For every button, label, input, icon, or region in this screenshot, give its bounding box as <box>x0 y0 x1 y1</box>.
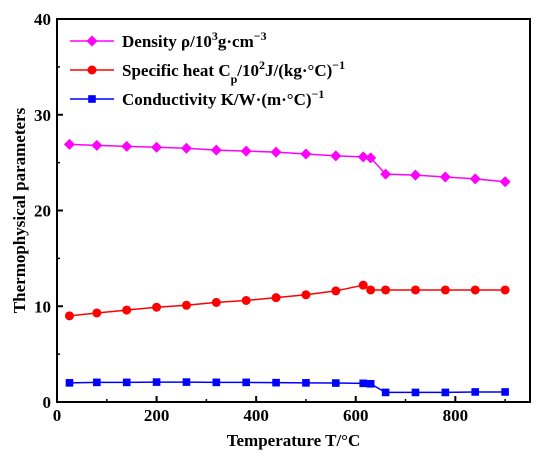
legend-marker-circle <box>87 65 97 75</box>
data-point-circle <box>64 311 74 321</box>
legend-label: Conductivity K/W·(m·°C)−1 <box>122 87 324 109</box>
legend-marker-square <box>88 95 96 103</box>
data-point-square <box>441 388 450 397</box>
data-point-square <box>471 388 480 396</box>
x-tick-label: 200 <box>144 406 170 425</box>
data-point-diamond <box>499 176 511 188</box>
legend-label: Specific heat Cp/102J/(kg·°C)−1 <box>122 58 345 86</box>
data-point-diamond <box>409 169 421 181</box>
y-tick-label: 0 <box>43 393 52 412</box>
data-point-square <box>93 378 101 387</box>
series-line-diamond <box>69 143 506 183</box>
data-point-diamond <box>91 139 103 151</box>
data-point-circle <box>152 302 162 312</box>
legend-label: Density ρ/103g·cm−3 <box>122 29 267 51</box>
data-point-diamond <box>270 146 282 158</box>
data-point-square <box>152 378 161 386</box>
data-point-diamond <box>210 144 222 156</box>
data-point-diamond <box>439 171 451 183</box>
data-point-diamond <box>380 168 392 180</box>
data-point-circle <box>241 296 251 306</box>
legend: Density ρ/103g·cm−3 Specific heat Cp/102J… <box>70 29 345 109</box>
data-point-square <box>182 378 191 386</box>
y-tick-label: 20 <box>34 202 51 221</box>
data-point-diamond <box>469 173 481 185</box>
data-point-square <box>122 378 131 387</box>
data-point-circle <box>181 300 191 310</box>
data-point-circle <box>331 286 341 296</box>
data-point-square <box>359 379 368 388</box>
series-line-circle <box>69 284 506 317</box>
data-point-diamond <box>121 140 133 152</box>
data-point-diamond <box>300 148 312 160</box>
data-point-diamond <box>63 138 75 150</box>
data-point-circle <box>410 285 420 295</box>
y-axis-title: Thermophysical parameters <box>10 107 29 313</box>
data-point-square <box>65 379 74 387</box>
data-point-square <box>212 378 221 387</box>
data-point-diamond <box>330 150 342 162</box>
data-point-diamond <box>357 151 369 163</box>
y-tick-label: 10 <box>34 297 51 316</box>
x-tick-label: 400 <box>243 406 269 425</box>
data-point-square <box>302 379 310 387</box>
data-point-circle <box>211 297 221 307</box>
data-point-circle <box>358 280 368 290</box>
data-point-circle <box>470 285 480 295</box>
data-point-diamond <box>151 141 163 153</box>
data-point-square <box>366 380 375 388</box>
plot-markers <box>63 138 511 397</box>
data-point-circle <box>271 293 281 303</box>
data-point-circle <box>366 285 376 295</box>
legend-marker-diamond <box>86 35 98 47</box>
x-axis-title: Temperature T/°C <box>227 431 361 450</box>
data-point-square <box>501 388 509 396</box>
data-point-diamond <box>180 142 192 154</box>
data-point-square <box>272 378 280 387</box>
y-tick-label: 40 <box>34 10 51 29</box>
data-point-circle <box>440 285 450 295</box>
y-tick-label: 30 <box>34 106 51 125</box>
y-axis-ticks: 0 10 20 30 40 <box>34 10 63 412</box>
data-point-square <box>411 388 420 397</box>
series-line-square <box>69 381 506 394</box>
data-point-diamond <box>365 152 377 164</box>
data-point-square <box>332 379 340 387</box>
data-point-circle <box>381 285 391 295</box>
data-point-circle <box>122 305 132 315</box>
plot-lines <box>69 143 506 394</box>
x-axis-ticks: 0 200 400 600 800 <box>53 396 506 425</box>
data-point-circle <box>301 290 311 300</box>
data-point-square <box>381 388 390 397</box>
data-point-circle <box>500 285 510 295</box>
data-point-square <box>242 378 250 387</box>
x-tick-label: 0 <box>53 406 62 425</box>
data-point-diamond <box>240 145 252 157</box>
x-tick-label: 600 <box>343 406 369 425</box>
x-tick-label: 800 <box>443 406 469 425</box>
data-point-circle <box>92 308 102 318</box>
